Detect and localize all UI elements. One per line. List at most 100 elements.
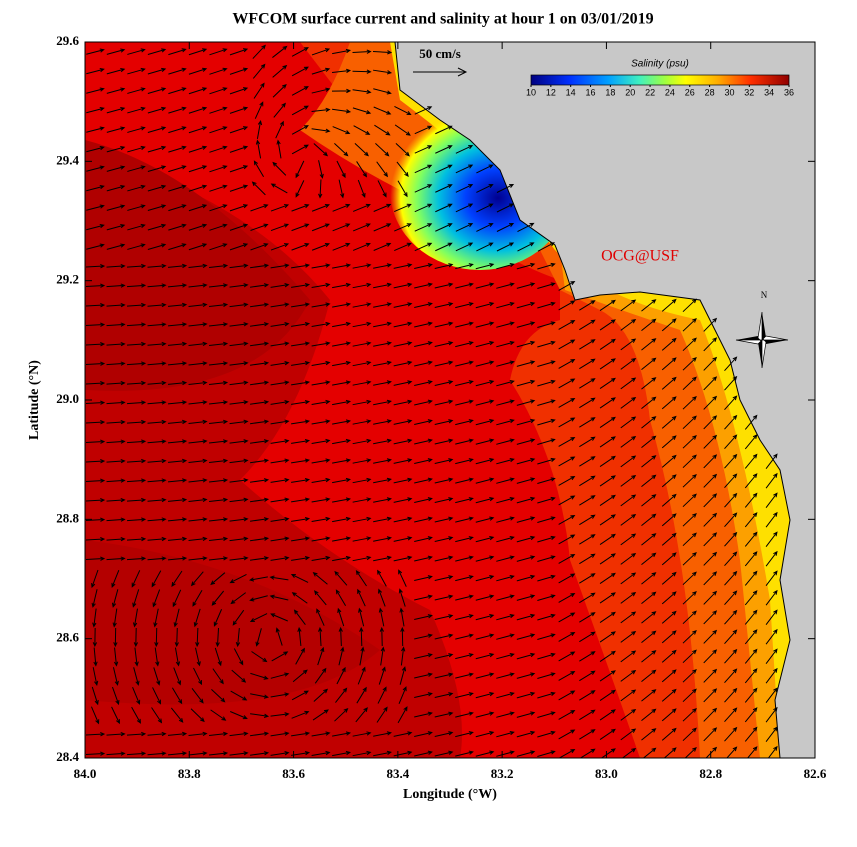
vector <box>434 692 454 699</box>
x-tick-label: 83.6 <box>282 766 305 781</box>
vector <box>620 728 637 741</box>
vector <box>127 223 146 231</box>
vector <box>558 495 576 506</box>
vector <box>85 517 106 522</box>
vector <box>372 50 393 55</box>
vector <box>147 106 167 114</box>
vector <box>393 419 413 425</box>
axis-ticks: 84.0 83.8 83.6 83.4 83.2 83.0 82.8 82.6 28.4 28.6… <box>56 33 827 781</box>
vector <box>106 263 126 269</box>
vector <box>332 68 352 74</box>
vector <box>291 66 309 77</box>
vector <box>192 589 203 607</box>
vector <box>414 497 433 503</box>
vector <box>744 570 758 586</box>
vector <box>311 399 331 405</box>
vector <box>641 650 657 663</box>
vector <box>269 594 289 601</box>
vector <box>311 458 331 464</box>
vector <box>270 556 290 561</box>
vector <box>455 419 474 426</box>
vector <box>229 283 249 288</box>
vector <box>496 730 515 738</box>
vector <box>414 594 433 601</box>
vector <box>375 142 390 157</box>
vector <box>106 223 126 231</box>
vector <box>475 653 495 660</box>
y-tick-label: 29.0 <box>56 391 79 406</box>
vector <box>359 646 365 666</box>
vector <box>496 711 515 718</box>
vector <box>209 731 229 737</box>
vector <box>455 711 474 718</box>
vector <box>168 106 187 114</box>
vector <box>250 400 270 405</box>
vector <box>229 751 249 756</box>
vector <box>661 474 677 488</box>
vector <box>250 243 269 251</box>
vector <box>332 360 352 367</box>
vector <box>311 242 330 251</box>
vector <box>475 360 495 367</box>
vector <box>620 708 637 721</box>
vector <box>311 419 331 425</box>
vector <box>455 302 474 309</box>
vector <box>106 517 126 522</box>
colorbar-title: Salinity (psu) <box>631 59 689 70</box>
vector <box>496 516 515 523</box>
vector <box>682 454 697 469</box>
vector <box>434 263 454 270</box>
vector <box>414 614 433 620</box>
vector <box>641 591 657 605</box>
vector <box>537 340 556 348</box>
vector <box>332 477 352 484</box>
vector <box>352 223 371 232</box>
vector <box>661 396 677 410</box>
vector <box>188 283 208 288</box>
vector <box>195 627 200 648</box>
vector <box>134 647 139 667</box>
vector <box>414 282 433 289</box>
vector <box>291 144 309 155</box>
vector <box>537 496 556 504</box>
x-tick-label: 83.4 <box>386 766 409 781</box>
vector <box>455 263 474 270</box>
vector <box>214 647 222 667</box>
vector <box>311 477 331 483</box>
vector <box>599 592 616 604</box>
vector <box>558 671 576 681</box>
vector <box>455 750 474 757</box>
vector <box>620 377 637 390</box>
vector <box>414 302 433 308</box>
vector <box>188 439 208 444</box>
vector <box>537 672 556 679</box>
vector <box>209 458 229 464</box>
vector <box>270 361 290 366</box>
vector <box>276 139 282 159</box>
vector <box>229 341 249 347</box>
vector <box>270 458 290 464</box>
vector <box>599 455 616 467</box>
vector <box>168 145 187 153</box>
vector <box>85 322 106 327</box>
vector <box>475 341 495 348</box>
vector <box>248 576 268 582</box>
vector <box>455 672 474 679</box>
vector <box>373 88 392 95</box>
vector <box>765 531 778 547</box>
vector <box>291 399 311 405</box>
vector <box>599 397 616 409</box>
vector <box>335 589 347 607</box>
vector <box>295 160 305 179</box>
vector <box>393 282 413 289</box>
vector <box>167 419 188 425</box>
vector <box>311 555 331 561</box>
vector <box>455 184 474 193</box>
vector <box>496 399 515 406</box>
vector <box>765 511 778 528</box>
vector <box>91 686 99 706</box>
vector <box>399 607 405 627</box>
vector <box>106 87 126 94</box>
vector <box>620 572 637 585</box>
vector <box>147 536 167 542</box>
